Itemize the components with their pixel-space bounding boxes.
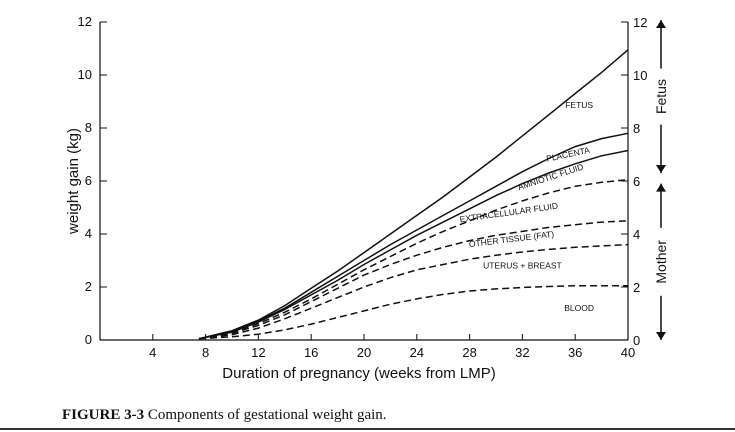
- mother-arrow-up-icon: [656, 183, 666, 192]
- component-label: EXTRACELLULAR FLUID: [459, 201, 559, 225]
- x-tick-label: 24: [410, 345, 424, 360]
- right-y-tick-label: 10: [633, 68, 647, 83]
- x-tick-label: 36: [568, 345, 582, 360]
- fetus-arrow-down-icon: [656, 165, 666, 174]
- y-axis-title: weight gain (kg): [65, 128, 82, 235]
- component-label: FETUS: [565, 100, 593, 110]
- right-y-tick-label: 4: [633, 227, 640, 242]
- y-tick-label: 12: [78, 14, 92, 29]
- right-y-tick-label: 12: [633, 15, 647, 30]
- x-tick-label: 8: [202, 345, 209, 360]
- mother-arrow-down-icon: [656, 332, 666, 340]
- series-line-uterus-breast: [198, 243, 629, 340]
- y-tick-label: 0: [85, 332, 92, 347]
- y-tick-label: 6: [85, 173, 92, 188]
- right-y-tick-label: 2: [633, 280, 640, 295]
- component-label: UTERUS + BREAST: [483, 260, 562, 270]
- x-tick-label: 32: [515, 345, 529, 360]
- right-y-tick-label: 6: [633, 174, 640, 189]
- x-tick-label: 40: [621, 345, 635, 360]
- series-line-placenta: [198, 132, 629, 340]
- x-tick-label: 28: [462, 345, 476, 360]
- series-line-extracellular-fluid: [198, 178, 629, 340]
- y-tick-label: 10: [78, 67, 92, 82]
- series-lines: [198, 49, 629, 340]
- mother-label: Mother: [653, 240, 669, 284]
- figure-caption-label: FIGURE 3-3: [62, 407, 145, 423]
- y-tick-label: 4: [85, 226, 92, 241]
- right-y-tick-label: 8: [633, 121, 640, 136]
- figure-caption: FIGURE 3-3 Components of gestational wei…: [62, 407, 387, 424]
- x-tick-label: 20: [357, 345, 371, 360]
- series-line-blood: [198, 284, 628, 340]
- component-label: BLOOD: [564, 303, 594, 313]
- y-tick-label: 8: [85, 120, 92, 135]
- fetus-arrow-up-icon: [656, 20, 666, 28]
- fetus-label: Fetus: [653, 79, 669, 114]
- component-label: OTHER TISSUE (FAT): [468, 229, 554, 249]
- right-y-tick-label: 0: [633, 333, 640, 348]
- figure-caption-text: Components of gestational weight gain.: [147, 407, 387, 423]
- y-tick-label: 2: [85, 279, 92, 294]
- x-tick-label: 12: [251, 345, 265, 360]
- right-axis-annotations: Fetus Mother: [653, 20, 669, 340]
- x-tick-label: 4: [149, 345, 156, 360]
- x-tick-label: 16: [304, 345, 318, 360]
- series-line-other-tissue-fat: [198, 220, 629, 340]
- bottom-rule: [0, 428, 735, 430]
- series-line-fetus: [198, 49, 629, 340]
- x-axis-title: Duration of pregnancy (weeks from LMP): [222, 365, 495, 382]
- series-line-amniotic-fluid: [198, 149, 629, 340]
- component-label: AMNIOTIC FLUID: [516, 161, 584, 192]
